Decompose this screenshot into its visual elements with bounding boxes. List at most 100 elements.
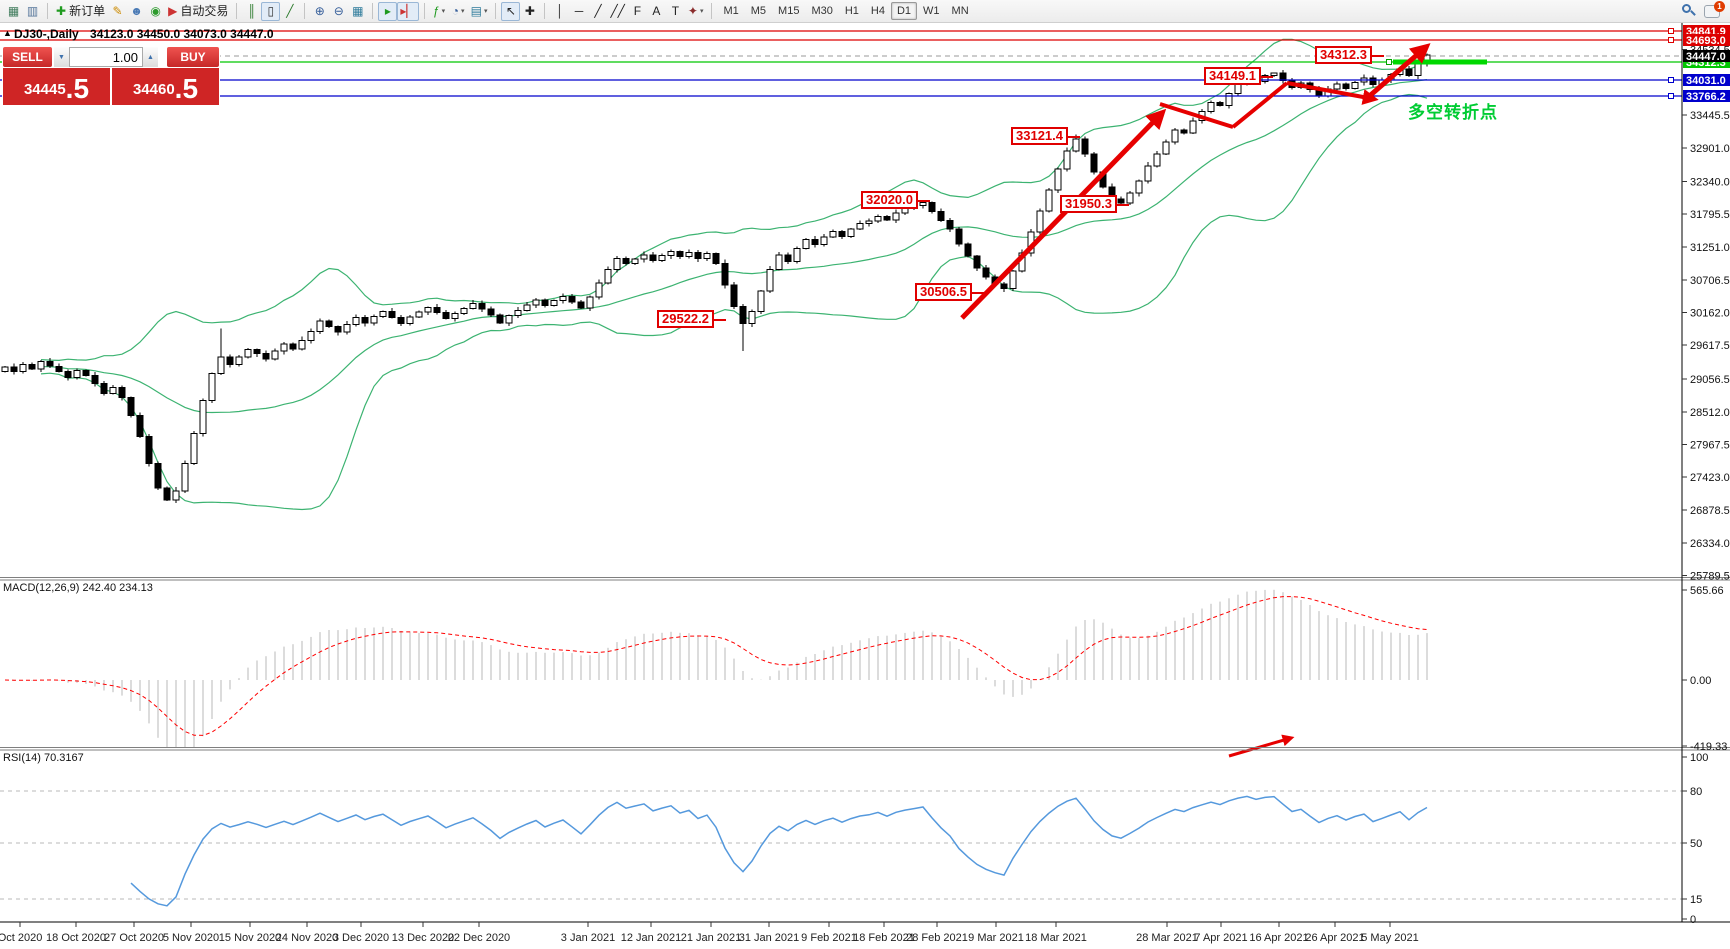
buy-button[interactable]: BUY [167,47,219,67]
text-icon: A [652,4,661,18]
svg-text:7 Apr 2021: 7 Apr 2021 [1194,932,1247,944]
chart-shift-button[interactable]: ▸▏ [397,1,419,21]
vertical-line-button[interactable]: │ [550,2,569,21]
turning-point-note[interactable]: 多空转折点 [1408,103,1498,122]
swing-price-label[interactable]: 29522.2 [657,310,726,328]
chat-icon[interactable]: 1 [1704,0,1725,18]
chart-profiles-button[interactable]: ▥ [23,2,42,21]
zoom-in-button[interactable]: ⊕ [310,2,329,21]
swing-price-label[interactable]: 32020.0 [861,191,930,209]
sell-price[interactable]: 34445.5 [3,68,110,105]
timeframe-w1[interactable]: W1 [923,5,940,17]
svg-text:3 Jan 2021: 3 Jan 2021 [561,932,615,944]
new-order-button[interactable]: ✚ 新订单 [53,2,108,21]
bar-chart-button[interactable]: ║ [242,2,261,21]
tile-windows-button[interactable]: ▦ [348,2,367,21]
autotrade-label: 自动交易 [180,4,229,18]
swing-price-label[interactable]: 34149.1 [1204,67,1273,85]
volume-decrease-button[interactable]: ▼ [54,47,69,67]
volume-input[interactable] [69,47,143,67]
svg-text:22 Dec 2020: 22 Dec 2020 [448,932,510,944]
svg-text:100: 100 [1690,752,1708,764]
candlestick-chart-button[interactable]: ▯ [261,1,281,21]
svg-text:565.66: 565.66 [1690,585,1724,597]
crosshair-button[interactable]: ✚ [520,2,539,21]
rsi-panel [130,795,1428,907]
crosshair-icon: ✚ [524,4,535,18]
signals-button[interactable]: ◉ [146,2,165,21]
horizontal-line-icon: ─ [574,4,584,18]
svg-text:29617.5: 29617.5 [1690,340,1730,352]
text-button[interactable]: A [647,2,666,21]
zoom-in-icon: ⊕ [314,4,325,18]
timeframe-d1[interactable]: D1 [890,2,918,20]
label-button[interactable]: T [666,2,685,21]
svg-text:26878.5: 26878.5 [1690,505,1730,517]
volume-increase-button[interactable]: ▲ [143,47,158,67]
label-icon: T [671,4,680,18]
timeframe-m15[interactable]: M15 [778,5,800,17]
new-chart-button[interactable]: ▦ [4,2,23,21]
chart-profiles-icon: ▥ [26,4,39,18]
svg-text:32340.0: 32340.0 [1690,177,1730,189]
toolbar: ▦ ▥ ✚ 新订单 ✎ ☻ ◉ ▶ 自动交易 ║ ▯ ╱ ⊕ ⊖ ▦ ▸ ▸▏ ƒ ▾ ◔ ▾ ▤ ▾ ↖ ✚ │ ─ ╱ ╱╱ F A T ✦… [0,0,1730,23]
svg-text:31 Jan 2021: 31 Jan 2021 [739,932,800,944]
trendline-button[interactable]: ╱ [588,2,607,21]
svg-text:0.00: 0.00 [1690,675,1711,687]
zoom-out-icon: ⊖ [333,4,344,18]
channel-button[interactable]: ╱╱ [607,2,627,21]
periods-button[interactable]: ◔ ▾ [449,2,468,21]
timeframe-m1[interactable]: M1 [723,5,739,17]
swing-price-label[interactable]: 30506.5 [915,283,984,301]
autotrade-button[interactable]: ▶ 自动交易 [165,2,231,21]
community-button[interactable]: ☻ [127,2,146,21]
toolbar-separator [495,3,497,19]
zoom-out-button[interactable]: ⊖ [329,2,348,21]
toolbar-separator [236,3,238,19]
panel-separators [0,23,1730,923]
horizontal-line-button[interactable]: ─ [569,2,588,21]
tile-windows-icon: ▦ [352,4,364,18]
bb-lower-band [40,93,1428,511]
hline-price-label [1683,74,1730,86]
shapes-button[interactable]: ✦ ▾ [685,2,707,21]
vertical-line-icon: │ [556,4,564,18]
buy-price-main: 34460 [132,81,175,98]
svg-text:-419.33: -419.33 [1690,741,1727,753]
buy-price[interactable]: 34460.5 [112,68,219,105]
sell-button[interactable]: SELL [3,47,52,67]
trend-arrows [960,43,1431,758]
fibonacci-button[interactable]: F [628,2,647,21]
svg-text:15: 15 [1690,894,1702,906]
line-chart-icon: ╱ [286,4,294,18]
timeframe-h4[interactable]: H4 [870,5,885,17]
crayon-button[interactable]: ✎ [108,2,127,21]
axis-price-labels: 34841.934693.034312.334031.033766.234447… [1683,25,1730,103]
dropdown-arrow-icon: ▾ [699,7,704,15]
channel-icon: ╱╱ [610,4,625,18]
collapse-panel-icon[interactable]: ▲ [3,28,12,38]
svg-text:31251.0: 31251.0 [1690,242,1730,254]
timeframe-mn[interactable]: MN [951,5,969,17]
swing-price-label[interactable]: 31950.3 [1060,195,1129,213]
timeframe-m5[interactable]: M5 [750,5,767,17]
templates-button[interactable]: ▤ ▾ [468,2,491,21]
timeframe-h1[interactable]: H1 [844,5,859,17]
cursor-button[interactable]: ↖ [501,1,521,21]
crayon-icon: ✎ [112,4,123,18]
toolbar-right: 1 [1682,0,1726,18]
line-chart-button[interactable]: ╱ [280,2,299,21]
swing-price-label[interactable]: 33121.4 [1011,127,1080,145]
fibonacci-icon: F [633,4,642,18]
timeframe-m30[interactable]: M30 [811,5,833,17]
indicators-button[interactable]: ƒ ▾ [430,2,449,21]
indicators-icon: ƒ [432,4,440,18]
auto-scroll-button[interactable]: ▸ [378,1,398,21]
bar-chart-icon: ║ [247,4,257,18]
new-order-label: 新订单 [69,4,106,18]
chart-title: DJ30-,Daily 34123.0 34450.0 34073.0 3444… [14,27,274,41]
swing-price-label[interactable]: 34312.3 [1315,46,1384,64]
community-icon: ☻ [130,4,143,18]
search-icon[interactable] [1682,4,1696,18]
